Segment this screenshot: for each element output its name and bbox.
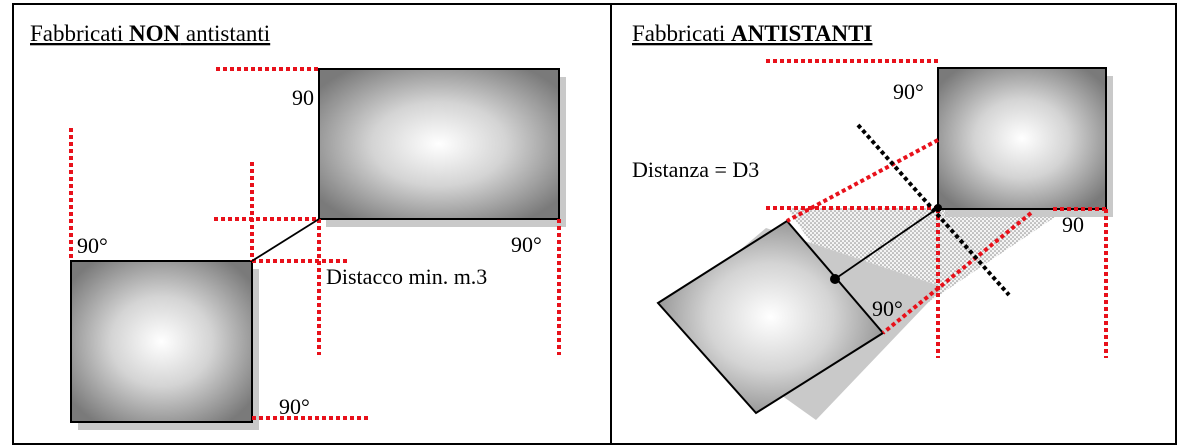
left-panel-title: Fabbricati NON antistanti [30, 21, 270, 46]
distance-d3-line [834, 207, 939, 280]
overlap-hatched-area [787, 208, 1061, 333]
right-panel-title: Fabbricati ANTISTANTI [632, 21, 872, 46]
left-panel: Fabbricati NON antistanti 90 90° 90° 90° [30, 21, 566, 430]
angle-label-bottom-building-bottom: 90° [279, 394, 310, 419]
top-right-building-body [937, 67, 1107, 210]
rotated-building [656, 219, 943, 420]
distance-label-right: Distanza = D3 [632, 157, 759, 182]
right-panel: Fabbricati ANTISTANTI 90° [632, 21, 1113, 420]
angle-label-rotated-building: 90° [872, 296, 903, 321]
right-guide-lines [766, 59, 1108, 358]
angle-label-top-right-building: 90° [893, 79, 924, 104]
left-guide-lines [69, 67, 561, 420]
top-building-body [318, 68, 560, 220]
angle-label-top-building: 90 [292, 85, 314, 110]
min-distance-connector [251, 218, 320, 262]
bottom-building-body [70, 260, 253, 423]
outer-frame [12, 3, 1177, 445]
distance-point-rotated [830, 274, 840, 284]
perpendicular-projection-line [856, 123, 1011, 297]
angle-label-bottom-building-top: 90° [77, 233, 108, 258]
distance-label-left: Distacco min. m.3 [326, 264, 487, 289]
rotated-building-body [656, 219, 885, 415]
angle-label-top-building-right: 90° [511, 232, 542, 257]
distance-point-corner [934, 204, 942, 212]
angle-label-right-building-corner: 90 [1062, 212, 1084, 237]
bottom-building [70, 260, 259, 430]
top-building [318, 68, 566, 227]
top-right-building [937, 67, 1113, 217]
